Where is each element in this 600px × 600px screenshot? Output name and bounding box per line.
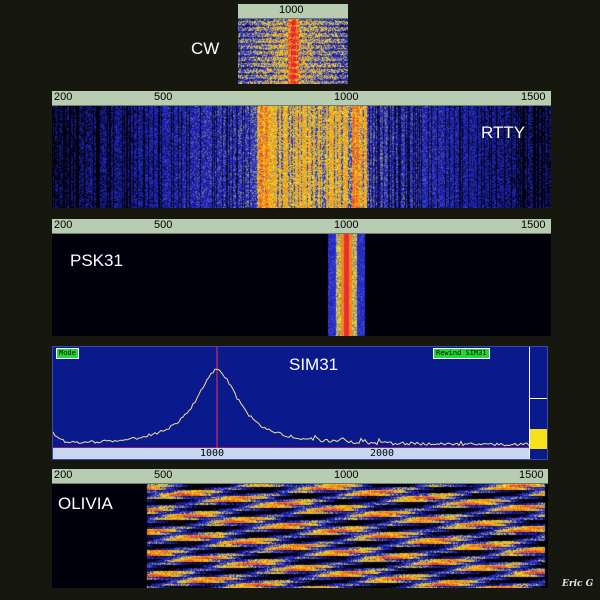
rtty-tick-200: 200 [54,91,73,103]
olivia-tick-500: 500 [154,469,173,481]
level-indicator [530,429,547,449]
rtty-tick-1000: 1000 [334,91,359,103]
rtty-mode-label: RTTY [481,123,526,142]
level-sidebar[interactable] [529,347,547,459]
psk31-waterfall-display[interactable] [52,234,551,336]
olivia-waterfall-display[interactable] [52,484,548,588]
level-marker-line [530,398,547,399]
rtty-waterfall-display[interactable] [52,106,551,208]
olivia-mode-label: OLIVIA [58,494,113,513]
cw-mode-label: CW [191,39,220,58]
psk31-tick-1500: 1500 [521,219,546,231]
rtty-tick-1500: 1500 [521,91,546,103]
rtty-tick-500: 500 [154,91,173,103]
psk31-waterfall-panel: 200 500 1000 1500 PSK31 [52,219,551,336]
cw-tick-1000: 1000 [279,4,304,16]
olivia-tick-1000: 1000 [334,469,359,481]
olivia-tick-1500: 1500 [519,469,544,481]
olivia-frequency-scale[interactable]: 200 500 1000 1500 [52,469,548,484]
psk31-tick-1000: 1000 [334,219,359,231]
cw-frequency-scale[interactable]: 1000 [238,4,348,19]
olivia-tick-200: 200 [54,469,73,481]
signature: Eric G [562,579,594,589]
cw-waterfall-display[interactable] [238,19,348,84]
sim-tick-2000: 2000 [370,448,395,459]
cw-waterfall-panel: 1000 [238,4,348,84]
spectrum-axis: 1000 2000 [53,448,529,459]
psk31-tick-500: 500 [154,219,173,231]
sim31-mode-label: SIM31 [289,355,339,374]
olivia-waterfall-panel: 200 500 1000 1500 OLIVIA [52,469,548,588]
sim-tick-1000: 1000 [200,448,225,459]
sim31-spectrum-panel: Mode Rewind SIM31 SIM31 1000 2000 [52,346,548,460]
psk31-mode-label: PSK31 [70,251,123,270]
rtty-waterfall-panel: 200 500 1000 1500 RTTY [52,91,551,208]
spectrum-trace [53,368,529,447]
psk31-frequency-scale[interactable]: 200 500 1000 1500 [52,219,551,234]
rtty-frequency-scale[interactable]: 200 500 1000 1500 [52,91,551,106]
mode-button[interactable]: Mode [56,348,79,359]
psk31-tick-200: 200 [54,219,73,231]
spectrum-display[interactable] [53,347,529,459]
rewind-sim31-button[interactable]: Rewind SIM31 [433,348,490,359]
